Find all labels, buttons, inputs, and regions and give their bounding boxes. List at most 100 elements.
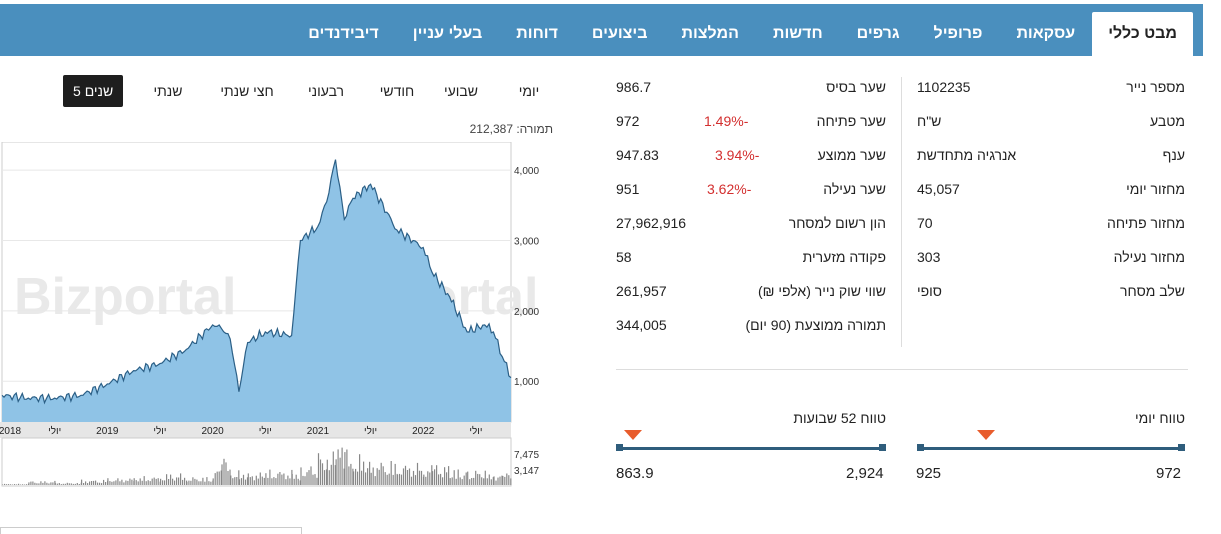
period-half-year[interactable]: חצי שנתי xyxy=(220,83,274,99)
volume-bar xyxy=(109,481,111,485)
volume-bar xyxy=(344,452,346,485)
volume-bar xyxy=(396,475,399,485)
volume-bar xyxy=(386,474,388,485)
volume-bar xyxy=(438,474,440,485)
tab-overview[interactable]: מבט כללי xyxy=(1092,12,1193,56)
volume-bar xyxy=(202,477,204,485)
volume-bar xyxy=(348,466,350,485)
tab-news[interactable]: חדשות xyxy=(772,25,823,42)
weekly52-range-title: טווח 52 שבועות xyxy=(793,410,886,426)
tab-performance[interactable]: ביצועים xyxy=(591,25,648,42)
volume-bar xyxy=(492,477,494,485)
tab-recommendations[interactable]: המלצות xyxy=(681,25,739,42)
volume-bar xyxy=(431,465,433,485)
price-chart[interactable]: Bizportal Bizportal 4,0003,0002,0001,000… xyxy=(0,142,553,488)
volume-bar xyxy=(178,477,180,485)
daily-range-low: 925 xyxy=(916,465,942,482)
volume-bar xyxy=(337,449,339,485)
volume-bar xyxy=(188,480,190,485)
volume-bar xyxy=(170,474,172,485)
tab-dividends[interactable]: דיבידנדים xyxy=(308,25,379,42)
volume-bar xyxy=(81,479,83,485)
volume-bar xyxy=(151,478,153,485)
volume-bar xyxy=(297,478,299,485)
volume-bar xyxy=(117,478,119,485)
tab-transactions[interactable]: עסקאות xyxy=(1016,25,1076,42)
period-daily[interactable]: יומי xyxy=(518,83,540,99)
volume-bar xyxy=(412,470,415,485)
volume-bar xyxy=(287,475,289,485)
volume-bar xyxy=(198,481,200,485)
volume-bar xyxy=(471,478,473,485)
volume-bar xyxy=(68,483,70,485)
volume-bar xyxy=(192,477,194,485)
volume-bar xyxy=(481,477,483,485)
volume-bar xyxy=(220,470,222,485)
volume-bar xyxy=(56,483,58,485)
volume-bar xyxy=(261,476,263,485)
volume-bar xyxy=(93,480,95,485)
period-yearly[interactable]: שנתי xyxy=(153,83,183,99)
info-row-trading-phase: שלב מסחר סופי xyxy=(917,283,1185,299)
volume-bar xyxy=(131,479,133,485)
price-area xyxy=(2,159,511,422)
volume-bar xyxy=(304,476,306,485)
volume-bar xyxy=(129,478,131,485)
volume-bar xyxy=(279,472,281,485)
volume-bar xyxy=(367,468,369,485)
volume-bar xyxy=(164,480,166,485)
y-tick-label: 3,000 xyxy=(514,236,539,247)
volume-bar xyxy=(265,473,267,485)
tab-profile[interactable]: פרופיל xyxy=(933,25,983,42)
volume-bar xyxy=(369,461,371,485)
volume-bar xyxy=(308,470,310,485)
period-monthly[interactable]: חודשי xyxy=(379,83,415,99)
info-row-open-price: שער פתיחה 972 1.49%- xyxy=(616,113,886,129)
volume-bar xyxy=(103,479,105,485)
volume-bar xyxy=(365,472,367,485)
volume-bar xyxy=(216,471,218,485)
volume-bar xyxy=(87,483,89,485)
volume-bar xyxy=(457,469,459,485)
volume-bar xyxy=(251,476,253,485)
x-axis-strip xyxy=(0,422,511,438)
volume-bar xyxy=(240,478,243,485)
daily-range-marker xyxy=(977,430,995,440)
volume-bar xyxy=(502,476,504,485)
x-tick-label: 2022 xyxy=(412,426,435,437)
volume-bar xyxy=(50,482,52,485)
volume-bar xyxy=(111,481,113,485)
tab-bar: מבט כללי עסקאות פרופיל גרפים חדשות המלצו… xyxy=(0,4,1203,56)
volume-bar xyxy=(4,483,6,485)
volume-bar xyxy=(160,478,162,485)
volume-bar xyxy=(406,470,409,485)
price-line xyxy=(1,159,512,405)
volume-bar xyxy=(275,478,277,485)
period-quarterly[interactable]: רבעוני xyxy=(307,83,345,99)
period-5-years[interactable]: 5 שנים xyxy=(63,75,124,107)
tab-reports[interactable]: דוחות xyxy=(516,25,558,42)
daily-range-high: 972 xyxy=(1156,465,1182,482)
volume-bar xyxy=(172,478,174,485)
y-tick-label: 2,000 xyxy=(514,307,539,318)
volume-bar xyxy=(289,478,291,485)
tab-stakeholders[interactable]: בעלי עניין xyxy=(412,25,483,42)
volume-bar xyxy=(414,475,417,485)
volume-bar xyxy=(18,483,20,485)
volume-bar xyxy=(242,474,245,485)
volume-bar xyxy=(436,465,438,485)
volume-bar xyxy=(42,482,44,485)
daily-range-bar xyxy=(920,447,1184,450)
volume-bar xyxy=(380,462,382,485)
volume-bar xyxy=(376,468,378,485)
volume-bar xyxy=(153,477,155,485)
tab-graphs[interactable]: גרפים xyxy=(856,25,900,42)
volume-bar xyxy=(238,470,240,485)
volume-bar xyxy=(157,478,159,485)
volume-bar xyxy=(350,463,352,485)
volume-bar xyxy=(361,470,363,485)
period-weekly[interactable]: שבועי xyxy=(443,83,478,99)
volume-bar xyxy=(334,465,336,485)
info-row-open-turnover: מחזור פתיחה 70 xyxy=(917,215,1185,231)
volume-bar xyxy=(384,472,386,485)
